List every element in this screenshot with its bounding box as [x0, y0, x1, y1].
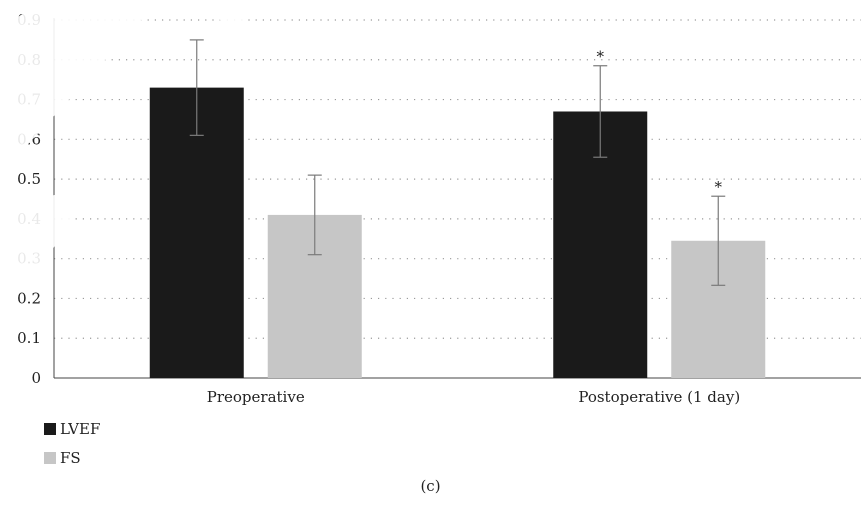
legend-label-fs: FS: [60, 448, 81, 467]
y-tick-label: 0.7: [17, 91, 41, 109]
y-tick-label: 0.9: [17, 11, 41, 29]
y-tick-label: 0.3: [17, 250, 41, 268]
x-category-label: Preoperative: [207, 388, 305, 406]
legend-label-lvef: LVEF: [60, 419, 101, 438]
legend-item-fs: FS: [44, 443, 100, 472]
legend-swatch-fs: [44, 451, 56, 464]
x-category-label: Postoperative (1 day): [578, 388, 740, 406]
significance-marker: *: [715, 178, 723, 196]
y-tick-label: 0.4: [17, 210, 41, 228]
legend: LVEF FS: [44, 414, 100, 472]
figure-caption: (c): [420, 477, 441, 495]
y-tick-label: 0.2: [17, 289, 41, 307]
bar-chart: 0 0.1 0.2 0.3 0.4 0.5 0.6 0.7 0.8 0.9 Preoperative…: [17, 11, 861, 406]
y-tick-label: 0.8: [17, 51, 41, 69]
y-tick-label: 0: [31, 369, 41, 387]
y-tick-label: 0.6: [17, 130, 41, 148]
legend-swatch-lvef: [44, 422, 56, 435]
legend-item-lvef: LVEF: [44, 414, 100, 443]
significance-marker: *: [597, 48, 605, 66]
y-tick-label: 0.5: [17, 170, 41, 188]
y-tick-label: 0.1: [17, 329, 41, 347]
bar-lvef: [149, 87, 244, 378]
